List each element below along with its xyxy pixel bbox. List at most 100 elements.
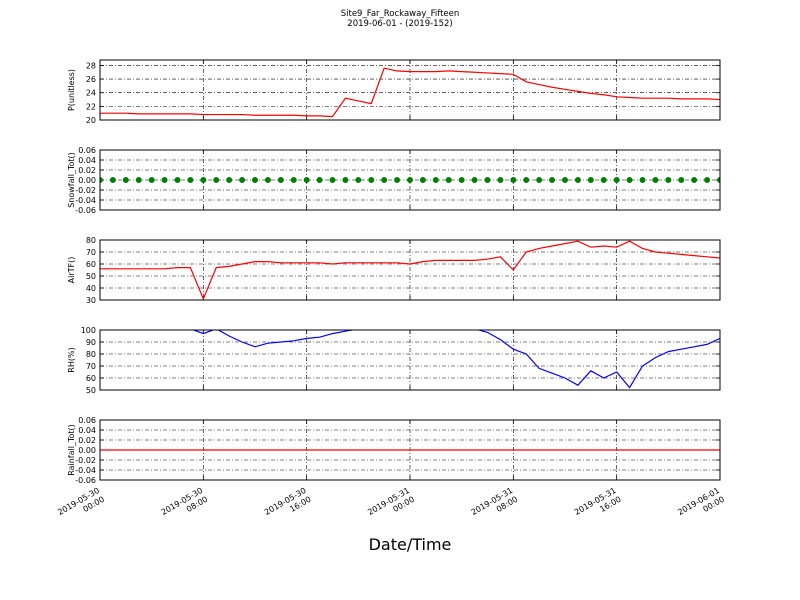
y-tick-label: 0.02 <box>78 166 96 175</box>
data-point <box>458 177 465 183</box>
subplot: 50 60 70 80 90 100 RH(%) <box>67 326 721 395</box>
data-point <box>200 177 207 183</box>
data-point <box>587 177 594 183</box>
y-tick-label: 0.00 <box>78 176 96 185</box>
axes-frame <box>99 239 721 301</box>
data-point <box>100 177 103 183</box>
y-axis-label: RH(%) <box>67 347 76 372</box>
data-point <box>342 177 349 183</box>
subplot: 30 40 50 60 70 80 AirTF() <box>67 236 721 305</box>
data-point <box>316 177 323 183</box>
y-tick-label: 24 <box>86 89 96 98</box>
data-point <box>574 177 581 183</box>
data-point <box>135 177 142 183</box>
y-tick-label: -0.04 <box>75 196 96 205</box>
data-point <box>613 177 620 183</box>
data-point <box>471 177 478 183</box>
data-point <box>187 177 194 183</box>
y-tick-label: 80 <box>86 350 96 359</box>
data-point <box>148 177 155 183</box>
data-point <box>717 177 720 183</box>
y-tick-label: 40 <box>86 284 96 293</box>
data-point <box>290 177 297 183</box>
figure-subtitle: 2019-06-01 - (2019-152) <box>347 19 452 29</box>
data-point <box>213 177 220 183</box>
x-axis-label: Date/Time <box>369 535 452 554</box>
axes-frame <box>99 329 721 391</box>
data-point <box>626 177 633 183</box>
data-point <box>665 177 672 183</box>
y-axis-label: P(unitless) <box>67 69 76 111</box>
data-point <box>678 177 685 183</box>
data-point <box>122 177 129 183</box>
y-tick-label: -0.06 <box>75 476 96 485</box>
data-point <box>355 177 362 183</box>
y-tick-label: 0.04 <box>78 156 96 165</box>
data-point <box>226 177 233 183</box>
data-point <box>381 177 388 183</box>
y-tick-label: 90 <box>86 338 96 347</box>
data-point <box>639 177 646 183</box>
subplot: 20 22 24 26 28 P(unitless) <box>67 59 721 125</box>
y-tick-label: 50 <box>86 386 96 395</box>
y-tick-label: 0.00 <box>78 446 96 455</box>
data-point <box>510 177 517 183</box>
data-point <box>691 177 698 183</box>
data-point <box>264 177 271 183</box>
data-point <box>562 177 568 183</box>
data-point <box>523 177 530 183</box>
data-line <box>100 67 720 118</box>
y-axis-label: Snowfall_Tot() <box>67 152 76 208</box>
y-tick-label: 0.06 <box>78 146 96 155</box>
data-point <box>536 177 543 183</box>
data-point <box>277 177 284 183</box>
data-point <box>174 177 181 183</box>
y-tick-label: 80 <box>86 236 96 245</box>
y-tick-label: 70 <box>86 362 96 371</box>
data-point <box>303 177 310 183</box>
data-point <box>368 177 375 183</box>
subplot: -0.06-0.04-0.020.000.020.040.06Snowfall_… <box>67 146 721 215</box>
data-point <box>252 177 258 183</box>
data-point <box>239 177 246 183</box>
axes-frame <box>99 149 721 211</box>
y-tick-label: 60 <box>86 260 96 269</box>
y-tick-label: 26 <box>86 75 96 84</box>
y-tick-label: -0.02 <box>75 456 96 465</box>
data-point <box>432 177 439 183</box>
y-axis-label: AirTF() <box>67 257 76 284</box>
y-tick-label: 60 <box>86 374 96 383</box>
axes-frame <box>99 59 721 121</box>
data-point <box>394 177 401 183</box>
data-point <box>445 177 452 183</box>
data-point <box>600 177 607 183</box>
data-point <box>549 177 556 183</box>
data-line <box>191 330 720 389</box>
y-tick-label: 0.06 <box>78 416 96 425</box>
y-tick-label: 0.04 <box>78 426 96 435</box>
data-point <box>161 177 168 183</box>
data-line <box>100 240 720 300</box>
y-tick-label: 100 <box>81 326 96 335</box>
y-tick-label: 28 <box>86 61 96 70</box>
data-point <box>484 177 491 183</box>
data-point <box>407 177 413 183</box>
y-tick-label: -0.06 <box>75 206 96 215</box>
y-tick-label: -0.04 <box>75 466 96 475</box>
data-point <box>704 177 711 183</box>
figure-title: Site9_Far_Rockaway_Fifteen <box>341 9 460 19</box>
y-tick-label: 22 <box>86 102 96 111</box>
y-tick-label: 20 <box>86 116 96 125</box>
axes-frame <box>99 419 721 481</box>
y-tick-label: 70 <box>86 248 96 257</box>
y-axis-label: Rainfall_Tot() <box>67 424 76 476</box>
data-point <box>497 177 504 183</box>
y-tick-label: 0.02 <box>78 436 96 445</box>
y-tick-label: 50 <box>86 272 96 281</box>
data-point <box>419 177 426 183</box>
y-tick-label: 30 <box>86 296 96 305</box>
data-point <box>109 177 116 183</box>
data-point <box>329 177 336 183</box>
data-point <box>652 177 659 183</box>
